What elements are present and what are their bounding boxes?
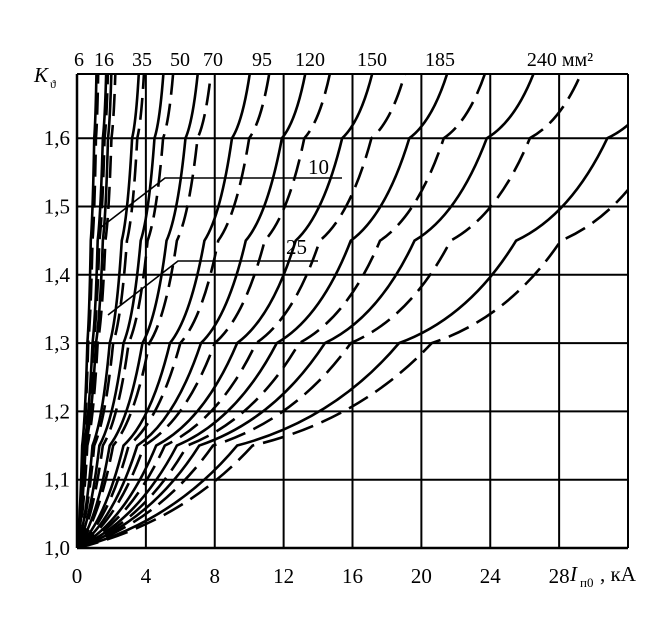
curve-dashed-35 bbox=[77, 74, 175, 548]
leader-10 bbox=[99, 177, 342, 229]
annotation-10: 10 bbox=[308, 155, 329, 179]
curve-dashed-16 bbox=[77, 74, 117, 548]
y-tick-label: 1,2 bbox=[44, 399, 70, 423]
annotation-leaders bbox=[99, 177, 342, 316]
cross-section-label: 185 bbox=[425, 49, 455, 71]
curve-dashed-240 bbox=[77, 187, 628, 548]
cross-section-label: 6 bbox=[74, 49, 84, 71]
curve-dashed-95 bbox=[77, 74, 332, 548]
y-axis-label: K bbox=[33, 63, 49, 87]
grid bbox=[75, 73, 629, 550]
curve-dashed-185 bbox=[77, 74, 583, 548]
cross-section-label: 150 bbox=[357, 49, 387, 71]
x-tick-label: 4 bbox=[141, 564, 152, 588]
curve-solid-120 bbox=[77, 74, 374, 548]
curve-dashed-25 bbox=[77, 74, 146, 548]
curve-dashed-150 bbox=[77, 74, 487, 548]
curve-solid-185 bbox=[77, 74, 535, 548]
curve-solid-150 bbox=[77, 74, 449, 548]
curve-dashed-50 bbox=[77, 74, 213, 548]
x-tick-label: 8 bbox=[210, 564, 221, 588]
curve-solid-70 bbox=[77, 74, 252, 548]
curve-dashed-120 bbox=[77, 74, 407, 548]
curves bbox=[77, 74, 628, 548]
curve-solid-95 bbox=[77, 74, 307, 548]
x-tick-label: 12 bbox=[273, 564, 294, 588]
cross-section-label: 70 bbox=[203, 49, 223, 71]
y-tick-label: 1,5 bbox=[44, 195, 70, 219]
cross-section-label: 50 bbox=[170, 49, 190, 71]
cross-section-labels: 6 16 35 50 70 95 120 150 185 240 мм² bbox=[74, 49, 593, 71]
annotation-25: 25 bbox=[286, 235, 307, 259]
x-tick-label: 24 bbox=[480, 564, 502, 588]
cross-section-label: 16 bbox=[94, 49, 114, 71]
y-tick-label: 1,1 bbox=[44, 468, 70, 492]
y-axis-label-subscript: ϑ bbox=[50, 77, 56, 91]
x-tick-label: 28 bbox=[549, 564, 570, 588]
y-tick-label: 1,6 bbox=[44, 126, 70, 150]
curve-solid-16 bbox=[77, 74, 113, 548]
x-axis-label: I bbox=[569, 562, 578, 586]
y-tick-label: 1,4 bbox=[44, 263, 71, 287]
x-tick-labels: 0 4 8 12 16 20 24 28 bbox=[72, 564, 570, 588]
curve-solid-35 bbox=[77, 74, 165, 548]
cross-section-label: 95 bbox=[252, 49, 272, 71]
y-tick-label: 1,0 bbox=[44, 536, 70, 560]
x-tick-label: 16 bbox=[342, 564, 363, 588]
y-tick-labels: 1,0 1,1 1,2 1,3 1,4 1,5 1,6 bbox=[44, 126, 71, 560]
curve-solid-25 bbox=[77, 74, 141, 548]
curve-solid-240 bbox=[77, 123, 628, 548]
cross-section-label: 35 bbox=[132, 49, 152, 71]
curve-dashed-70 bbox=[77, 74, 271, 548]
y-tick-label: 1,3 bbox=[44, 331, 70, 355]
x-axis-unit: , кА bbox=[600, 562, 637, 586]
curve-solid-50 bbox=[77, 74, 199, 548]
x-axis-label-subscript: п0 bbox=[580, 575, 593, 590]
leader-25 bbox=[107, 260, 318, 316]
cross-section-label: 120 bbox=[295, 49, 325, 71]
x-tick-label: 0 bbox=[72, 564, 83, 588]
cross-section-label: 240 мм² bbox=[527, 49, 593, 71]
x-tick-label: 20 bbox=[411, 564, 432, 588]
